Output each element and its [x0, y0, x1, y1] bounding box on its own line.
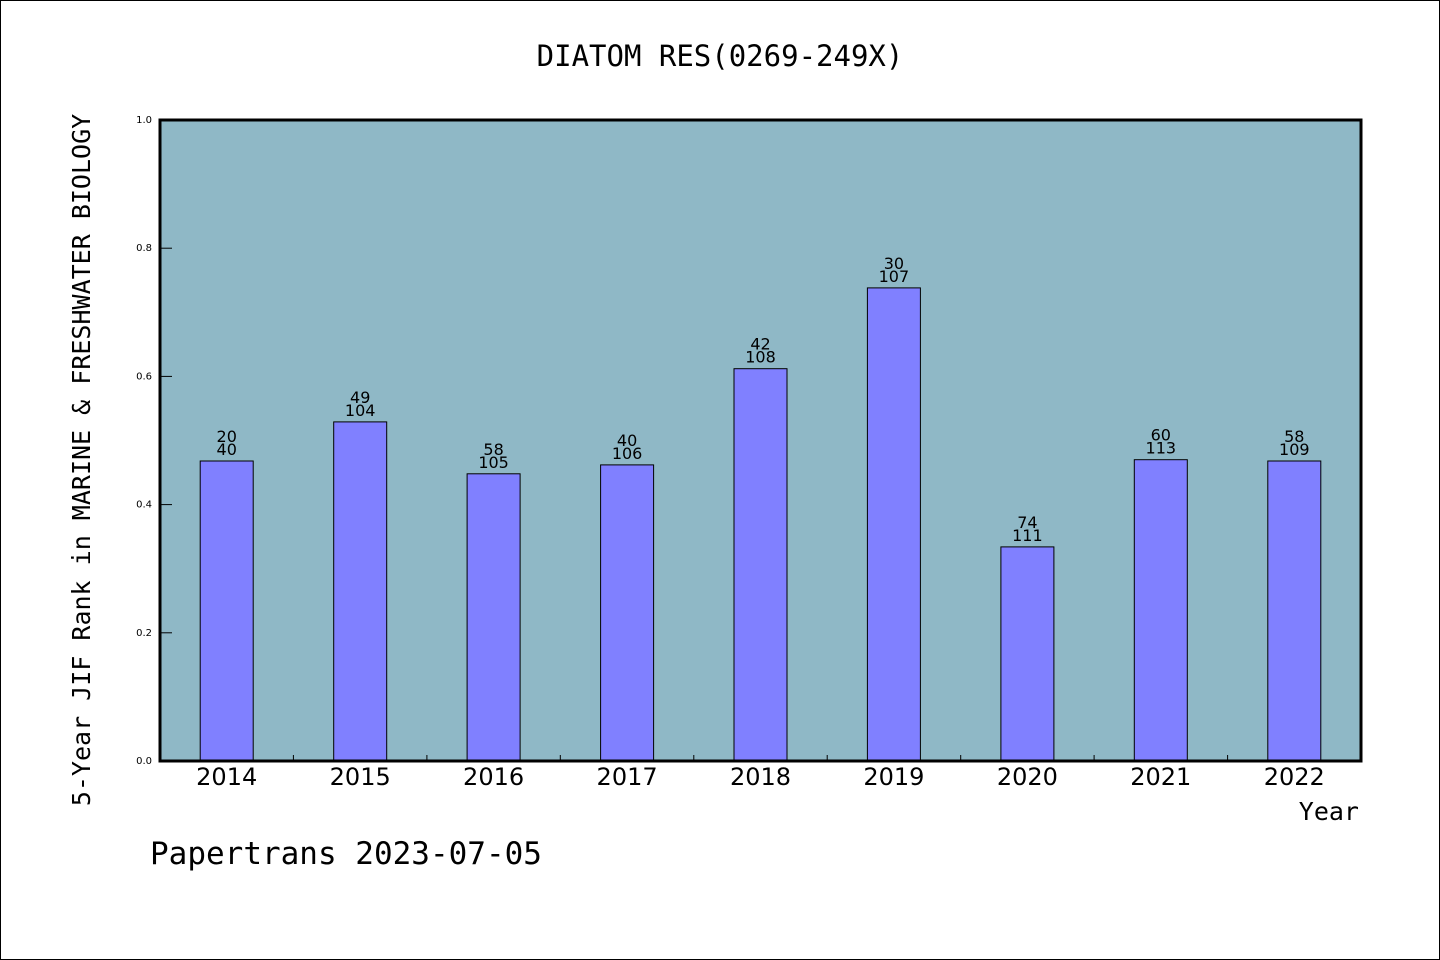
x-tick-label-2020: 2020 [997, 763, 1058, 791]
y-tick-label-0.2: 0.2 [136, 628, 152, 639]
bar-2014 [199, 460, 254, 762]
bar-rank-label-2016: 58 [483, 440, 503, 459]
y-tick-label-0.8: 0.8 [136, 243, 152, 254]
bar-total-label-2014: 40 [217, 440, 237, 459]
bar-rank-label-2017: 40 [617, 431, 637, 450]
x-tick-label-2017: 2017 [597, 763, 658, 791]
chart-title: DIATOM RES(0269-249X) [537, 39, 904, 73]
bar-rank-label-2014: 20 [217, 427, 237, 446]
y-tick-label-0.4: 0.4 [136, 500, 152, 511]
bar-rank-label-2018: 42 [750, 335, 770, 354]
x-tick-label-2018: 2018 [730, 763, 791, 791]
bar-2017 [600, 464, 655, 762]
bar-2018 [733, 368, 788, 762]
x-tick-label-2014: 2014 [196, 763, 257, 791]
x-tick-label-2019: 2019 [863, 763, 924, 791]
x-axis-label: Year [1299, 797, 1359, 826]
bar-rank-label-2022: 58 [1284, 427, 1304, 446]
bar-total-label-2020: 111 [1012, 526, 1043, 545]
bar-rank-label-2015: 49 [350, 388, 370, 407]
plot-border [158, 118, 1363, 763]
bar-2016 [466, 473, 521, 762]
bar-total-label-2021: 113 [1146, 439, 1177, 458]
bar-total-label-2015: 104 [345, 401, 376, 420]
bar-total-label-2018: 108 [745, 348, 776, 367]
bar-rank-label-2020: 74 [1017, 513, 1037, 532]
bar-rank-label-2021: 60 [1151, 426, 1171, 445]
x-tick-label-2021: 2021 [1130, 763, 1191, 791]
bar-2021 [1133, 459, 1188, 762]
bar-total-label-2019: 107 [879, 267, 910, 286]
bar-2022 [1267, 460, 1322, 762]
x-tick-label-2015: 2015 [330, 763, 391, 791]
x-tick-label-2022: 2022 [1264, 763, 1325, 791]
y-tick-label-1.0: 1.0 [136, 115, 152, 126]
y-axis-label: 5-Year JIF Rank in MARINE & FRESHWATER B… [67, 114, 96, 806]
bar-total-label-2022: 109 [1279, 440, 1310, 459]
bar-rank-label-2019: 30 [884, 254, 904, 273]
bar-total-label-2016: 105 [478, 453, 509, 472]
source-footer: Papertrans 2023-07-05 [150, 836, 542, 872]
bar-2019 [866, 287, 921, 762]
bar-2015 [333, 421, 388, 762]
x-ticks-group: 2014 2015 2016 2017 2018 2019 2020 2021 2022 [196, 755, 1325, 791]
y-tick-label-0.6: 0.6 [136, 371, 152, 382]
bar-2020 [1000, 546, 1055, 762]
x-tick-label-2016: 2016 [463, 763, 524, 791]
bar-total-label-2017: 106 [612, 444, 643, 463]
y-tick-label-0.0: 0.0 [136, 756, 152, 767]
